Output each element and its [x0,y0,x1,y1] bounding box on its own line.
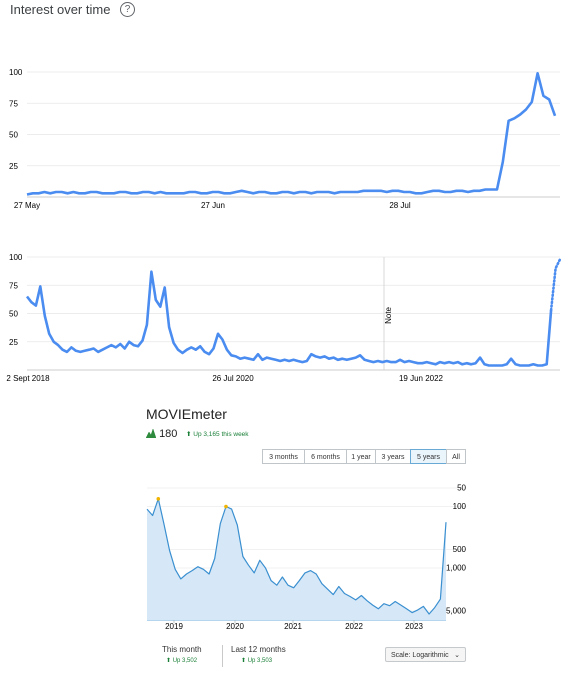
note-annotation[interactable]: Note [384,306,393,323]
rank-value: 180 [159,428,178,440]
week-change: ⬆ Up 3,165 this week [186,431,249,438]
this-month-label: This month [162,645,202,654]
stats-divider [222,645,223,667]
y-tick-label: 25 [9,338,18,347]
chevron-down-icon: ⌄ [454,652,460,659]
range-5-years-button[interactable]: 5 years [410,449,447,464]
y-tick-label: 1,000 [446,564,467,573]
scale-select[interactable]: Scale: Logarithmic ⌄ [385,647,466,662]
up-arrow-icon: ⬆ [241,658,247,664]
chart-title: Interest over time [10,2,111,17]
interest-chart-recent: 25 50 75 100 27 May 27 Jun 28 Jul [9,68,560,210]
x-tick-label: 2 Sept 2018 [6,374,50,383]
moviemeter-title: MOVIEmeter [146,406,227,422]
sparkline-icon [145,428,157,439]
interest-series-line [25,270,553,367]
moviemeter-rank: 180 [145,428,178,440]
moviemeter-series-line [146,498,447,615]
y-tick-label: 25 [9,162,18,171]
moviemeter-chart: 50 100 500 1,000 5,000 2019 2020 2021 2022 2023 [146,484,467,631]
last-12-months-value: ⬆ Up 3,503 [241,658,273,664]
y-tick-label: 100 [9,253,23,262]
partial-data-dotted-line [549,258,562,312]
peak-marker [224,504,228,509]
range-3-years-button[interactable]: 3 years [375,449,411,464]
scale-label: Scale: [391,652,411,659]
range-3-months-button[interactable]: 3 months [262,449,305,464]
interest-chart-5year: 25 50 75 100 2 Sept 2018 26 Jul 2020 19 Jun 20… [6,253,562,383]
peak-marker [156,497,161,501]
interest-series-line [26,72,557,196]
y-tick-label: 500 [453,545,467,554]
range-6-months-button[interactable]: 6 months [304,449,347,464]
x-tick-label: 2020 [226,622,244,631]
x-tick-label: 2022 [345,622,363,631]
y-tick-label: 50 [9,310,18,319]
this-month-value: ⬆ Up 3,502 [166,658,198,664]
last-12-months-label: Last 12 months [231,645,286,654]
x-tick-label: 27 Jun [201,201,225,210]
up-arrow-icon: ⬆ [186,431,192,438]
x-tick-label: 28 Jul [389,201,411,210]
scale-value: Logarithmic [412,652,449,659]
range-all-button[interactable]: All [446,449,466,464]
y-tick-label: 5,000 [446,607,467,616]
y-tick-label: 100 [9,68,23,77]
x-tick-label: 2023 [405,622,423,631]
question-circle-icon[interactable]: ? [120,2,135,17]
x-tick-label: 2021 [284,622,302,631]
y-tick-label: 75 [9,99,18,108]
moviemeter-area [147,498,446,620]
x-tick-label: 26 Jul 2020 [212,374,254,383]
y-tick-label: 75 [9,281,18,290]
x-tick-label: 27 May [14,201,40,210]
y-tick-label: 50 [9,131,18,140]
range-1-year-button[interactable]: 1 year [346,449,376,464]
x-tick-label: 19 Jun 2022 [399,374,444,383]
y-tick-label: 50 [457,484,466,493]
up-arrow-icon: ⬆ [166,658,172,664]
x-tick-label: 2019 [165,622,183,631]
y-tick-label: 100 [453,502,467,511]
